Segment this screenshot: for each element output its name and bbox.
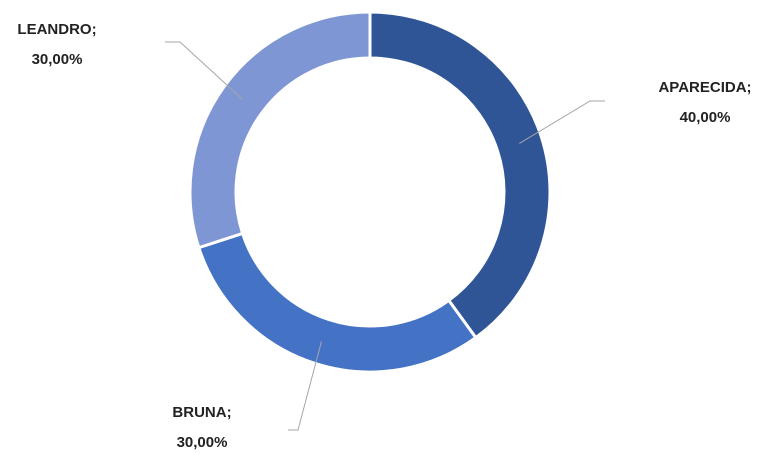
value-label: 30,00%	[32, 51, 83, 68]
category-name: LEANDRO	[17, 21, 91, 38]
value-label: 30,00%	[177, 434, 228, 451]
value-label: 40,00%	[680, 109, 731, 126]
label-separator: ;	[227, 404, 232, 421]
data-label: LEANDRO;	[17, 21, 96, 38]
category-name: BRUNA	[172, 404, 226, 421]
category-name: APARECIDA	[658, 79, 746, 96]
leader-line	[288, 341, 322, 431]
donut-slice	[196, 231, 478, 374]
data-label: APARECIDA;	[658, 79, 751, 96]
label-separator: ;	[747, 79, 752, 96]
donut-slice	[368, 10, 552, 340]
data-label: BRUNA;	[172, 404, 231, 421]
leader-line	[519, 100, 605, 144]
leader-line	[165, 41, 244, 101]
donut-slice	[188, 10, 372, 250]
label-separator: ;	[92, 21, 97, 38]
